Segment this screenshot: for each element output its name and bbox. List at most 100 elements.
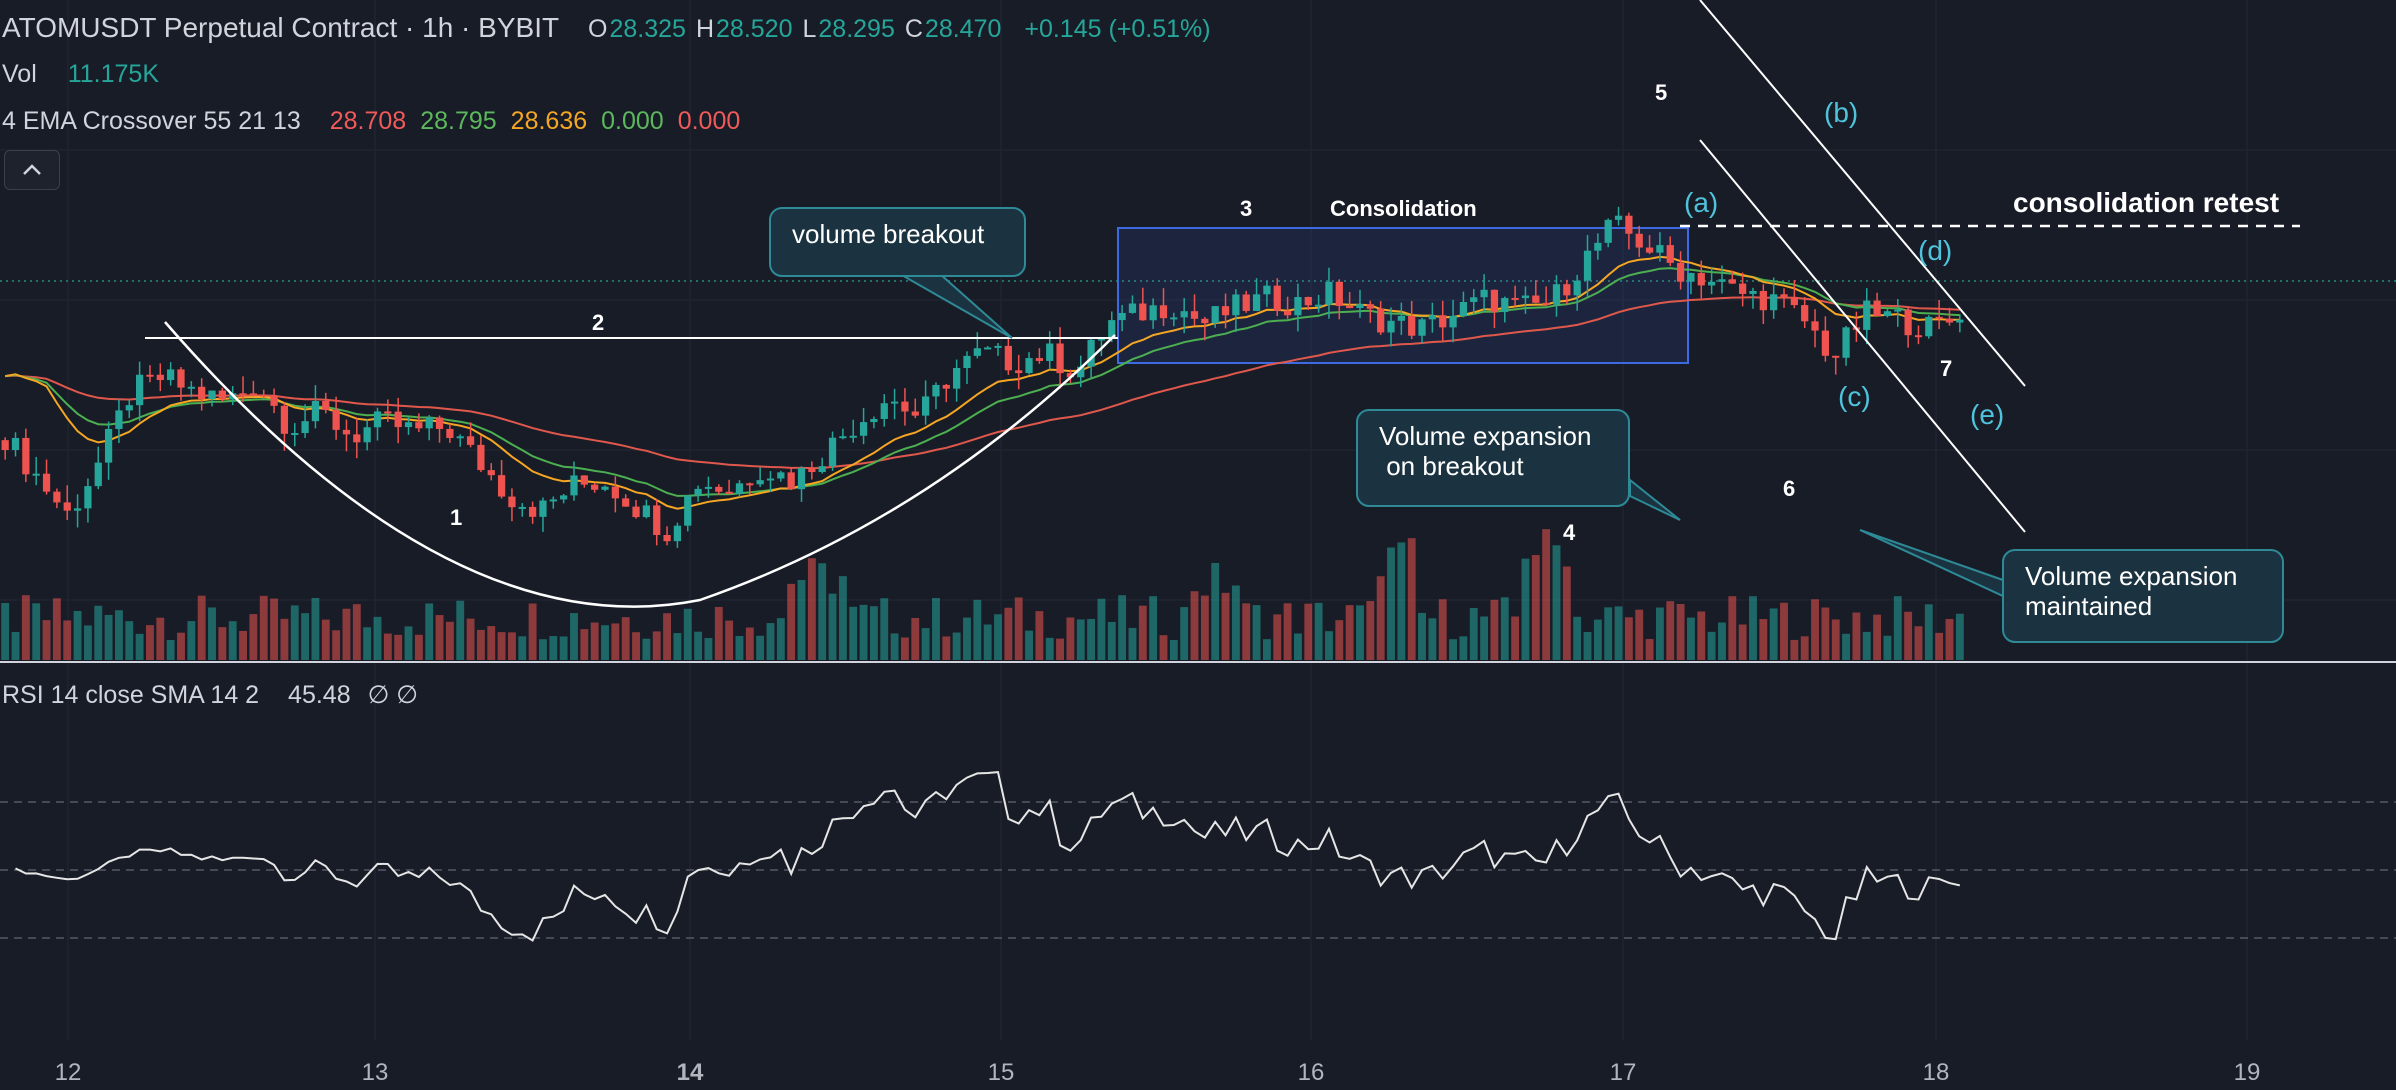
candle-body [1366,304,1374,309]
volume-bar [1438,599,1447,660]
candle [1283,296,1292,319]
candle-body [601,486,609,490]
ema-value: 28.708 [329,107,407,135]
volume-bar [1190,591,1199,660]
candle [1573,274,1581,311]
candle [1397,302,1405,336]
volume-bar [104,614,113,660]
candle [167,362,175,386]
candle-body [1666,245,1674,263]
candle-body [684,495,692,526]
candle [787,467,795,490]
annotation-wave4: 4 [1563,520,1576,545]
candle [1314,294,1323,313]
candle [911,398,919,419]
volume-bar [125,621,134,660]
candle [994,343,1002,356]
volume-bar [1687,617,1695,660]
candle [218,387,226,402]
candle-body [932,384,940,397]
volume-bar [663,613,671,660]
drawings: volume breakout Volume expansion on break… [145,0,2300,643]
volume-bar [1490,599,1499,660]
candle-body [1914,335,1923,338]
volume-bar [456,600,465,660]
candle [487,463,495,481]
candle-body [1552,284,1561,305]
candle-body [415,422,423,429]
candle [1459,291,1468,318]
candle [1211,306,1219,328]
volume-bar [1325,631,1333,660]
candle [642,499,651,519]
volume-bar [797,580,806,660]
collapse-legend-button[interactable] [4,150,60,190]
candle-body [404,422,413,428]
candle [1914,325,1923,345]
volume-bar [1294,633,1302,660]
candle-body [1894,309,1902,312]
volume-bar [1676,603,1685,660]
candle [870,416,878,429]
candle [1811,309,1819,348]
volume-bar [177,632,185,660]
candle [1118,305,1126,332]
volume-bar [632,632,640,660]
candle [301,404,309,438]
ema-values: 28.708 28.795 28.636 0.000 0.000 [330,107,755,135]
volume-bar [1945,618,1954,660]
candle [1263,281,1271,307]
candle-body [1945,318,1954,323]
candle [332,396,340,440]
annotation-wave-c: (c) [1838,381,1871,412]
volume-bar [1562,566,1571,660]
volume-bar [1583,632,1592,660]
candle-body [828,437,837,467]
volume-bar [1469,608,1478,660]
candle [1863,288,1871,345]
candle [591,483,599,493]
candle [1046,331,1054,370]
candle-body [1004,345,1012,371]
candle-body [456,436,464,439]
x-tick-label: 14 [677,1059,704,1086]
volume-bar [621,617,630,660]
candle-body [1201,318,1209,324]
candle [1604,218,1612,248]
candle [1242,290,1250,313]
volume-bar [1397,542,1406,660]
volume-bar [404,626,413,660]
candle [1439,300,1447,341]
candle-body [332,409,340,430]
candle-body [1801,305,1809,322]
candle [797,466,806,502]
candle [539,497,547,532]
candle-body [1780,294,1788,297]
candle-body [435,417,444,429]
ema-value: 0.000 [601,107,664,135]
candle [1635,225,1643,258]
consolidation-rect [1117,227,1689,364]
volume-bar [311,597,320,660]
candle-body [1604,219,1612,243]
candle-body [1439,315,1447,328]
candle [756,467,764,487]
volume-bar [115,610,123,660]
candle [177,367,185,401]
candle [818,457,826,474]
volume-bar [890,633,899,660]
annotation-wave-d: (d) [1918,235,1952,266]
candle-body [1408,315,1416,336]
candle [560,493,568,504]
candle [1480,274,1488,312]
candle-body [570,475,578,496]
candle [156,363,164,392]
volume-bar [1252,605,1261,660]
candle [342,419,351,452]
volume-bar [21,595,30,660]
volume-bar [694,631,703,660]
candle-body [797,467,806,490]
candle [1449,299,1457,343]
volume-bar [942,636,951,660]
